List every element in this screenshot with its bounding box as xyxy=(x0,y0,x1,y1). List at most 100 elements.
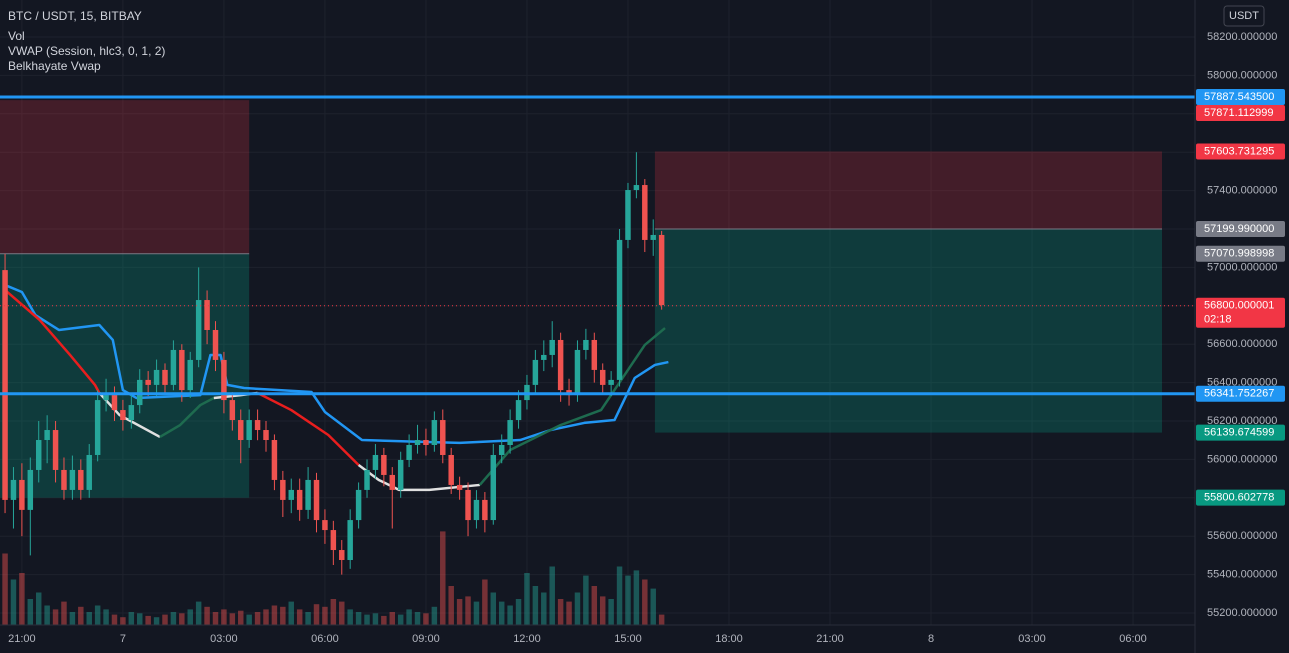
candle-body xyxy=(305,479,311,510)
volume-bar xyxy=(490,592,497,625)
candle-body xyxy=(642,185,648,240)
indicator-name: Belkhayate Vwap xyxy=(8,59,101,73)
candle-body xyxy=(608,379,614,385)
candle-body xyxy=(162,369,168,385)
volume-bar xyxy=(313,604,320,625)
volume-bar xyxy=(271,605,278,625)
volume-bar xyxy=(120,617,126,625)
candle-body xyxy=(19,479,25,510)
volume-bar xyxy=(94,605,101,625)
volume-bar xyxy=(608,599,614,625)
candle-body xyxy=(339,550,345,561)
candle-body xyxy=(364,469,370,490)
volume-bar xyxy=(650,588,656,625)
y-tick-label: 57000.000000 xyxy=(1207,261,1277,273)
candle-body xyxy=(541,354,547,360)
y-tick-label: 56200.000000 xyxy=(1207,415,1277,427)
x-tick-label: 12:00 xyxy=(513,633,541,645)
plot-area xyxy=(0,0,1195,625)
volume-bar xyxy=(61,601,67,625)
candle-body xyxy=(27,469,34,510)
volume-bar xyxy=(397,614,404,625)
candle-body xyxy=(221,359,227,401)
x-tick-label: 7 xyxy=(120,633,126,645)
candle-body xyxy=(507,420,513,445)
volume-bar xyxy=(137,613,143,625)
volume-bar xyxy=(153,617,160,625)
price-tag xyxy=(1196,424,1285,441)
price-tag-label: 57887.543500 xyxy=(1204,91,1274,103)
currency-button[interactable] xyxy=(1223,5,1265,27)
y-tick-label: 56000.000000 xyxy=(1207,453,1277,465)
volume-bar xyxy=(355,612,362,625)
y-tick-label: 58200.000000 xyxy=(1207,31,1277,43)
volume-bar xyxy=(145,615,151,625)
candle-body xyxy=(280,479,286,500)
price-tag-label: 57871.112999 xyxy=(1204,107,1274,119)
candle-body xyxy=(170,349,177,385)
volume-bar xyxy=(254,612,261,625)
candle-body xyxy=(549,339,555,355)
price-tag-label: 56341.752267 xyxy=(1204,388,1274,400)
volume-bar xyxy=(515,599,522,625)
volume-bar xyxy=(574,592,581,625)
indicator-name: Vol xyxy=(8,29,25,43)
price-tag xyxy=(1196,245,1285,262)
indicator-name: VWAP (Session, hlc3, 0, 1, 2) xyxy=(8,44,165,58)
volume-bar xyxy=(498,601,505,625)
candle-body xyxy=(44,430,50,441)
candle-body xyxy=(473,499,480,521)
volume-bar xyxy=(381,615,387,625)
candle-body xyxy=(347,520,353,561)
candle-body xyxy=(456,484,463,490)
price-tag xyxy=(1196,143,1285,160)
volume-bar xyxy=(549,566,555,625)
volume-bar xyxy=(322,606,328,625)
price-tag-label: 57070.998998 xyxy=(1204,248,1274,260)
x-tick-label: 21:00 xyxy=(816,633,844,645)
candle-body xyxy=(35,440,42,470)
candle-body xyxy=(179,349,185,391)
candle-body xyxy=(574,349,581,396)
candle-body xyxy=(616,239,623,380)
currency-label[interactable]: USDT xyxy=(1229,10,1259,22)
price-tag-label: 55800.602778 xyxy=(1204,492,1274,504)
candle-body xyxy=(397,459,404,490)
y-tick-label: 55200.000000 xyxy=(1207,607,1277,619)
candle-body xyxy=(431,420,438,445)
candle-body xyxy=(532,359,539,385)
indicator-line xyxy=(257,391,360,466)
volume-bar xyxy=(599,596,606,625)
candle-body xyxy=(658,234,665,306)
volume-bar xyxy=(263,609,269,625)
indicator-line xyxy=(4,283,669,445)
volume-bar xyxy=(128,612,135,625)
stop-zone xyxy=(0,100,250,254)
candle-body xyxy=(515,400,522,421)
volume-bar xyxy=(541,592,547,625)
price-tag-label: 57199.990000 xyxy=(1204,223,1274,235)
volume-bar xyxy=(69,612,76,625)
volume-bar xyxy=(212,612,219,625)
candle-body xyxy=(372,454,379,470)
candle-body xyxy=(296,489,303,510)
candle-body xyxy=(490,454,497,521)
volume-bar xyxy=(238,610,244,625)
volume-bar xyxy=(364,614,370,625)
y-tick-label: 56600.000000 xyxy=(1207,338,1277,350)
volume-bar xyxy=(204,606,210,625)
volume-bar xyxy=(633,570,640,625)
countdown: 02:18 xyxy=(1204,314,1232,326)
candle-body xyxy=(330,530,337,551)
x-tick-label: 18:00 xyxy=(715,633,743,645)
price-tag xyxy=(1196,385,1285,402)
volume-bar xyxy=(27,599,34,625)
volume-bar xyxy=(642,579,648,625)
volume-bar xyxy=(221,609,227,625)
price-tag xyxy=(1196,297,1285,328)
candle-body xyxy=(254,420,261,431)
volume-bar xyxy=(406,609,412,625)
candle-body xyxy=(381,454,387,475)
